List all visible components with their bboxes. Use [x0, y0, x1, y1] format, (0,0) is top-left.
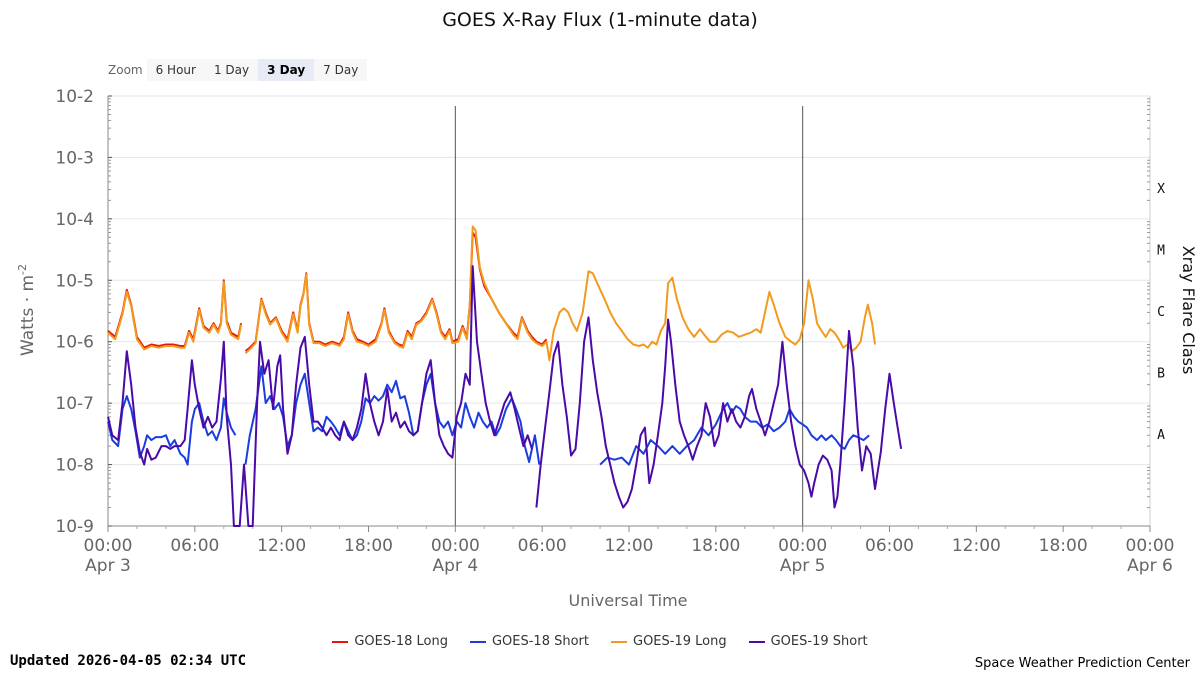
zoom-6-hour-button[interactable]: 6 Hour — [146, 59, 205, 81]
series-line-goes-19-long — [107, 280, 243, 351]
legend-item-goes19-short[interactable]: GOES-19 Short — [748, 634, 868, 649]
y-tick-label: 10-8 — [55, 456, 94, 476]
flare-class-label: X — [1157, 182, 1165, 197]
right-axis-label: Xray Flare Class — [1179, 246, 1198, 375]
x-tick-date: Apr 5 — [780, 556, 826, 576]
series-line-goes-19-short — [535, 316, 903, 509]
legend-label: GOES-18 Short — [491, 634, 589, 649]
day-markers — [454, 106, 804, 526]
y-tick-label: 10-7 — [55, 394, 94, 414]
y-axis-label-base: Watts · m — [18, 275, 38, 356]
y-axis-label-sup: -2 — [16, 264, 29, 275]
x-tick-time: 00:00 — [84, 536, 133, 556]
x-tick-time: 06:00 — [170, 536, 219, 556]
legend-swatch — [469, 640, 486, 643]
flare-class-label: A — [1157, 428, 1165, 443]
legend-item-goes19-long[interactable]: GOES-19 Long — [611, 634, 727, 649]
credit-text: Space Weather Prediction Center — [974, 656, 1190, 671]
zoom-controls: Zoom 6 Hour 1 Day 3 Day 7 Day — [108, 58, 368, 82]
flare-class-label: B — [1157, 366, 1165, 381]
x-tick-date: Apr 3 — [85, 556, 131, 576]
x-tick-time: 00:00 — [431, 536, 480, 556]
series-line-goes-18-short — [107, 395, 237, 466]
zoom-3-day-button[interactable]: 3 Day — [258, 59, 315, 81]
flare-class-label: C — [1157, 305, 1165, 320]
series-line-goes-19-long — [244, 225, 876, 362]
legend-item-goes18-long[interactable]: GOES-18 Long — [332, 634, 448, 649]
flare-class-labels: X M C B A — [1157, 182, 1165, 443]
legend-swatch — [611, 640, 627, 643]
y-tick-label: 10-6 — [55, 333, 94, 353]
x-tick-time: 06:00 — [865, 536, 914, 556]
legend-label: GOES-18 Long — [354, 634, 448, 649]
x-tick-time: 00:00 — [778, 536, 827, 556]
y-tick-label: 10-9 — [55, 517, 94, 537]
zoom-7-day-button[interactable]: 7 Day — [314, 59, 368, 81]
legend-item-goes18-short[interactable]: GOES-18 Short — [469, 634, 589, 649]
y-axis-ticks: 10-2 10-3 10-4 10-5 10-6 10-7 10-8 10-9 — [55, 87, 1150, 537]
legend-label: GOES-19 Short — [770, 634, 868, 649]
updated-timestamp: Updated 2026-04-05 02:34 UTC — [10, 653, 247, 669]
series-lines — [107, 225, 903, 527]
x-tick-time: 12:00 — [952, 536, 1001, 556]
x-tick-time: 00:00 — [1126, 536, 1175, 556]
series-line-goes-19-short — [107, 265, 533, 527]
zoom-1-day-button[interactable]: 1 Day — [204, 59, 259, 81]
x-tick-time: 06:00 — [518, 536, 567, 556]
x-tick-time: 12:00 — [605, 536, 654, 556]
y-tick-label: 10-2 — [55, 87, 94, 107]
x-tick-time: 18:00 — [691, 536, 740, 556]
series-line-goes-18-long — [244, 231, 548, 352]
x-axis-label: Universal Time — [568, 591, 687, 610]
flare-class-label: M — [1157, 244, 1165, 259]
zoom-label: Zoom — [108, 63, 143, 77]
y-tick-label: 10-3 — [55, 148, 94, 168]
y-tick-label: 10-4 — [55, 210, 94, 230]
x-tick-time: 18:00 — [344, 536, 393, 556]
series-line-goes-18-short — [244, 365, 541, 465]
y-axis-label: Watts · m-2 — [16, 264, 38, 356]
legend-swatch — [332, 640, 349, 643]
x-tick-date: Apr 6 — [1127, 556, 1173, 576]
x-tick-time: 18:00 — [1039, 536, 1088, 556]
chart-title: GOES X-Ray Flux (1-minute data) — [442, 9, 758, 31]
legend-label: GOES-19 Long — [633, 634, 727, 649]
y-tick-label: 10-5 — [55, 271, 94, 291]
chart-legend: GOES-18 Long GOES-18 Short GOES-19 Long … — [0, 634, 1200, 649]
x-tick-date: Apr 4 — [433, 556, 479, 576]
x-tick-time: 12:00 — [257, 536, 306, 556]
legend-swatch — [748, 640, 765, 643]
